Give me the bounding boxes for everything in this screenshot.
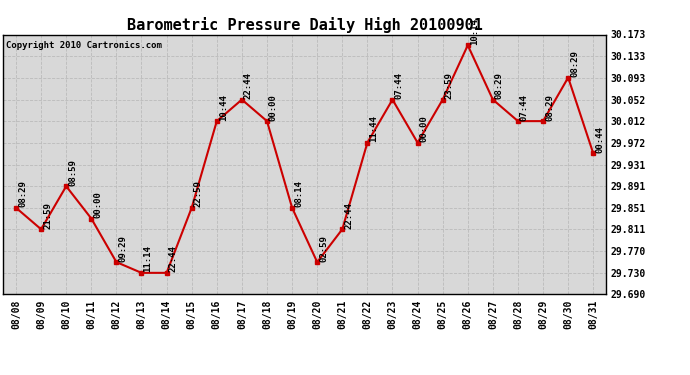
- Text: 00:00: 00:00: [420, 115, 428, 142]
- Title: Barometric Pressure Daily High 20100901: Barometric Pressure Daily High 20100901: [127, 17, 482, 33]
- Text: 23:59: 23:59: [444, 72, 454, 99]
- Text: 11:44: 11:44: [369, 115, 378, 142]
- Text: 10:14: 10:14: [470, 18, 479, 45]
- Text: 22:59: 22:59: [194, 180, 203, 207]
- Text: 00:00: 00:00: [93, 191, 102, 218]
- Text: 22:44: 22:44: [168, 246, 177, 272]
- Text: 10:44: 10:44: [219, 94, 228, 121]
- Text: Copyright 2010 Cartronics.com: Copyright 2010 Cartronics.com: [6, 41, 162, 50]
- Text: 08:59: 08:59: [68, 159, 77, 186]
- Text: 08:14: 08:14: [294, 180, 303, 207]
- Text: 02:59: 02:59: [319, 235, 328, 261]
- Text: 07:44: 07:44: [520, 94, 529, 121]
- Text: 09:29: 09:29: [119, 235, 128, 261]
- Text: 08:29: 08:29: [570, 50, 579, 77]
- Text: 00:44: 00:44: [595, 126, 604, 153]
- Text: 07:44: 07:44: [395, 72, 404, 99]
- Text: 08:29: 08:29: [545, 94, 554, 121]
- Text: 08:29: 08:29: [495, 72, 504, 99]
- Text: 22:44: 22:44: [344, 202, 353, 229]
- Text: 08:29: 08:29: [18, 180, 27, 207]
- Text: 00:00: 00:00: [269, 94, 278, 121]
- Text: 22:44: 22:44: [244, 72, 253, 99]
- Text: 21:59: 21:59: [43, 202, 52, 229]
- Text: 11:14: 11:14: [144, 246, 152, 272]
